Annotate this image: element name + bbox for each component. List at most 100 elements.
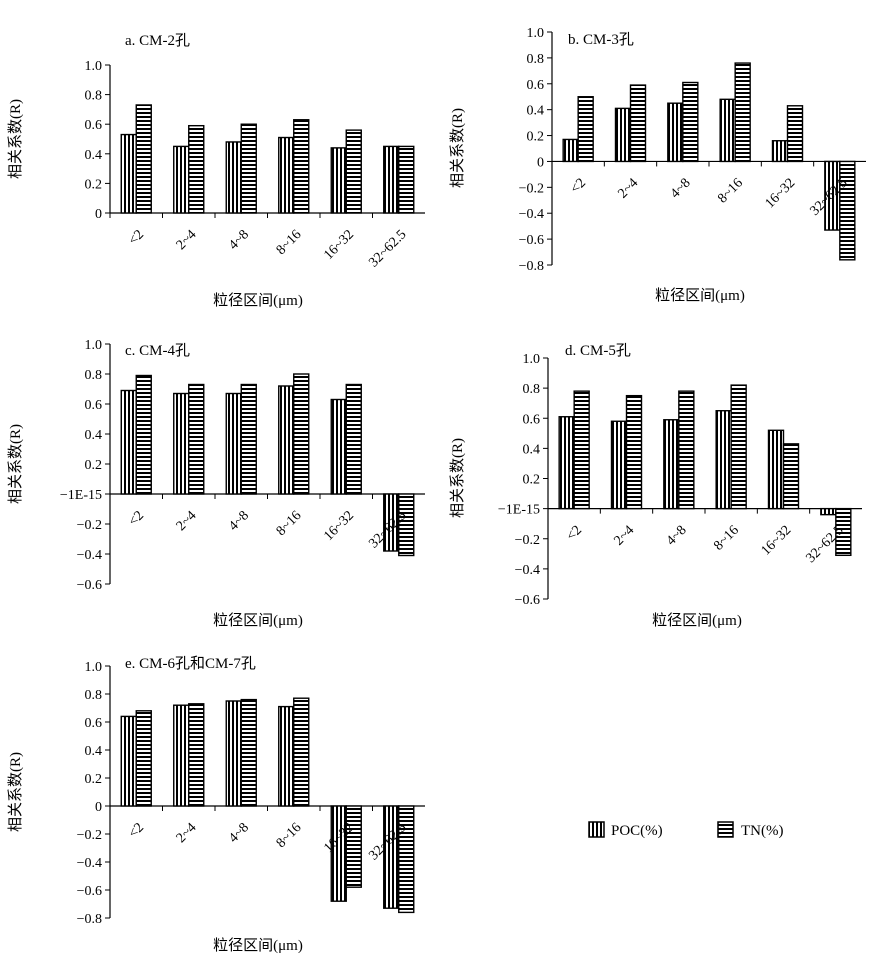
bar-tn [573,390,590,510]
bar-tn [135,710,152,807]
bar-poc [225,700,242,807]
bar-tn [188,383,205,495]
x-axis-title: 粒径区间(μm) [213,292,303,309]
y-tick-label: 0.8 [523,382,541,397]
y-tick-label: −0.2 [515,533,540,548]
legend: POC(%) TN(%) [588,821,783,839]
bar-tn [734,62,751,163]
chart-panel-2: b. CM-3孔 −0.8 −0.6 −0.4 −0.2 0 0.2 0.4 0.6 0.8 1.0… [449,26,866,304]
legend-label-tn: TN(%) [741,823,783,839]
bar-poc [278,385,295,495]
bar-tn [786,105,804,163]
bar-tn [629,84,647,163]
bar-poc [771,140,789,163]
legend-swatch-poc [588,821,605,838]
x-tick-label: 8~16 [274,820,305,851]
bar-poc [614,107,632,163]
y-tick-label: 0.6 [85,118,103,133]
bar-tn [135,104,152,214]
chart-title: b. CM-3孔 [568,31,634,48]
bar-poc [719,98,736,163]
chart-title: d. CM-5孔 [565,342,631,359]
bar-poc [558,416,575,510]
x-tick-label: 16~32 [321,227,357,263]
bar-poc [383,145,400,214]
y-tick-label: −0.2 [77,518,102,533]
x-tick-label: 4~8 [668,176,694,202]
y-tick-label: 1.0 [85,660,103,675]
x-tick-label: 4~8 [226,820,252,846]
bar-tn [398,805,415,914]
bar-tn [678,390,695,510]
bar-tn [577,96,594,163]
x-axis-title: 粒径区间(μm) [213,937,303,954]
x-tick-label: 2~4 [611,523,637,549]
bar-tn [730,384,747,510]
x-tick-label: 4~8 [226,508,252,534]
y-tick-label: 0.8 [85,89,103,104]
y-tick-label: 0.6 [85,716,103,731]
y-tick-label: −0.2 [519,181,544,196]
y-tick-label: −0.6 [519,233,544,248]
x-tick-label: <2 [568,176,589,197]
y-axis-title: 相关系数(R) [7,99,24,179]
x-tick-label: <2 [564,523,585,544]
x-tick-label: 16~32 [321,508,357,544]
x-tick-label: <2 [126,508,147,529]
bar-tn [240,383,257,495]
bar-poc [715,410,732,510]
legend-label-poc: POC(%) [611,823,663,839]
y-tick-label: −0.4 [77,548,102,563]
y-axis-title: 相关系数(R) [449,108,466,188]
bar-poc [663,419,680,510]
bar-poc [562,138,579,163]
bar-poc [225,141,242,214]
y-tick-label: −0.6 [515,593,540,608]
x-tick-label: <2 [126,820,147,841]
bar-poc [120,133,137,214]
x-tick-label: 8~16 [715,176,746,207]
y-tick-label: 0.6 [527,78,545,93]
chart-panel-4: d. CM-5孔 −0.6 −0.4 −0.2 −1E-15 0.2 0.4 0.6 0.8 1.… [449,342,862,629]
bar-tn [839,160,856,261]
y-tick-label: 0.4 [85,744,103,759]
x-axis-title: 粒径区间(μm) [213,612,303,629]
y-tick-label: −0.6 [77,578,102,593]
y-tick-label: 0.4 [523,442,541,457]
y-tick-label: 0.8 [85,688,103,703]
bar-poc [278,136,295,214]
y-tick-label: 0.6 [523,412,541,427]
y-tick-label: 0.4 [85,148,103,163]
bar-tn [398,493,415,557]
bar-poc [820,507,837,516]
y-tick-label: 1.0 [527,26,545,41]
bar-tn [835,507,852,557]
bar-poc [173,145,190,214]
bar-tn [188,124,205,214]
chart-title: c. CM-4孔 [125,342,190,359]
y-tick-label: 0.2 [527,130,545,145]
bar-poc [667,102,684,163]
x-tick-label: 2~4 [174,820,200,846]
y-tick-label: 0 [95,207,102,222]
y-tick-label: 1.0 [523,352,541,367]
bar-tn [293,373,310,495]
y-tick-label: 0.4 [527,104,545,119]
y-tick-label: −0.6 [77,884,102,899]
x-tick-label: 2~4 [615,176,641,202]
chart-title: e. CM-6孔和CM-7孔 [125,655,256,672]
x-axis-title: 粒径区间(μm) [652,612,742,629]
x-tick-label: 4~8 [664,523,690,549]
x-tick-label: 8~16 [711,523,742,554]
bar-poc [330,398,347,495]
x-tick-label: 8~16 [274,508,305,539]
y-tick-label: −0.4 [519,207,544,222]
y-tick-label: 0.2 [523,473,541,488]
x-tick-label: 16~32 [763,176,799,212]
x-tick-label: 16~32 [759,523,795,559]
y-tick-label: −1E-15 [60,488,102,503]
bar-poc [120,389,137,495]
x-tick-label: 2~4 [174,508,200,534]
y-tick-label: 0 [95,800,102,815]
